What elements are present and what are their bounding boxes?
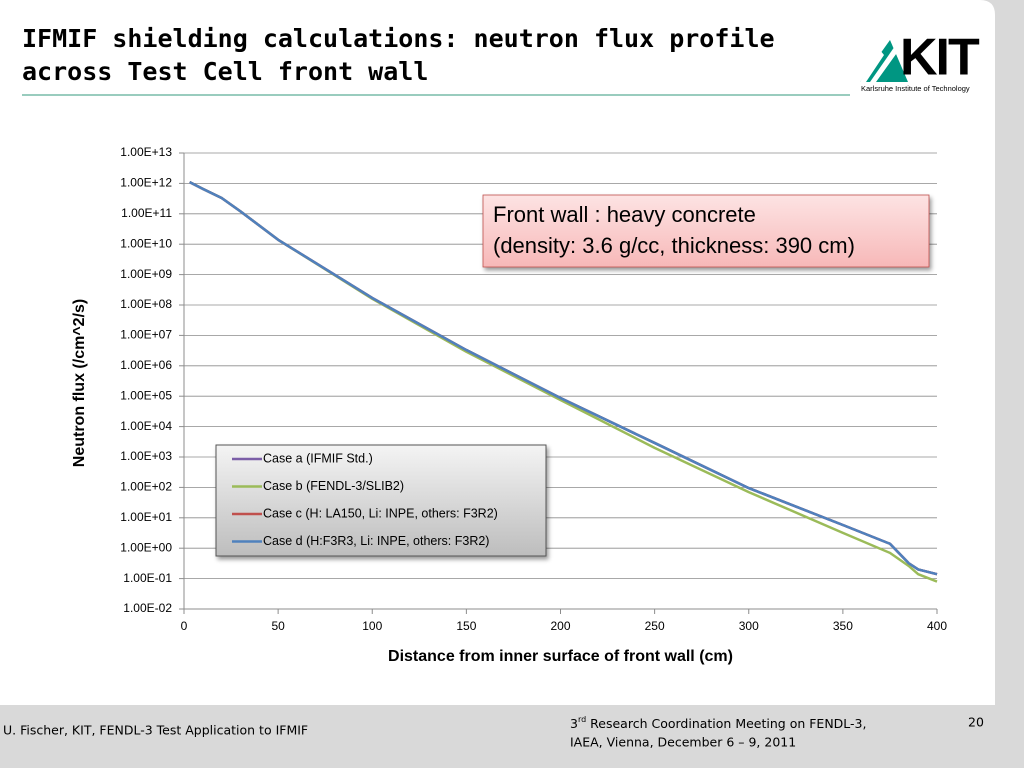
page-number: 20 bbox=[968, 715, 984, 730]
annotation-text: (density: 3.6 g/cc, thickness: 390 cm) bbox=[493, 233, 855, 258]
slide-title: IFMIF shielding calculations: neutron fl… bbox=[22, 24, 775, 53]
x-axis-title: Distance from inner surface of front wal… bbox=[388, 648, 733, 665]
x-tick-label: 150 bbox=[456, 619, 476, 633]
logo: KIT Karlsruhe Institute of Technology bbox=[860, 29, 982, 93]
annotation-box bbox=[482, 194, 930, 268]
logo-mark bbox=[860, 46, 899, 82]
x-tick-label: 0 bbox=[181, 619, 188, 633]
legend-label: Case b (FENDL-3/SLIB2) bbox=[263, 479, 404, 493]
chart: 1.00E-02 1.00E-01 1.00E+00 1.00E+01 1.00E+02… bbox=[71, 145, 947, 665]
footer-superscript: rd bbox=[578, 715, 586, 724]
footer-left: U. Fischer, KIT, FENDL-3 Test Applicatio… bbox=[3, 723, 308, 738]
y-tick-label: 1.00E+07 bbox=[120, 328, 172, 342]
y-axis-title: Neutron flux (/cm^2/s) bbox=[71, 299, 88, 467]
y-tick-label: 1.00E-01 bbox=[123, 571, 172, 585]
y-tick-label: 1.00E+03 bbox=[120, 449, 172, 463]
slide-body bbox=[0, 0, 995, 705]
y-tick-label: 1.00E+08 bbox=[120, 297, 172, 311]
y-tick-label: 1.00E-02 bbox=[123, 601, 172, 615]
annotation-text: Front wall : heavy concrete bbox=[493, 202, 756, 227]
footer-meeting: 3rd Research Coordination Meeting on FEN… bbox=[570, 715, 866, 731]
x-tick-label: 250 bbox=[645, 619, 665, 633]
y-tick-label: 1.00E+01 bbox=[120, 510, 172, 524]
x-tick-label: 300 bbox=[739, 619, 759, 633]
y-tick-label: 1.00E+11 bbox=[121, 206, 172, 220]
y-tick-label: 1.00E+06 bbox=[120, 358, 172, 372]
footer-meeting-text: Research Coordination Meeting on FENDL-3… bbox=[586, 716, 866, 731]
x-tick-label: 200 bbox=[550, 619, 570, 633]
footer-ordinal: 3 bbox=[570, 716, 578, 731]
footer-meeting-line2: IAEA, Vienna, December 6 – 9, 2011 bbox=[570, 735, 796, 750]
y-tick-label: 1.00E+09 bbox=[120, 267, 172, 281]
logo-text: KIT bbox=[900, 29, 980, 87]
legend-label: Case d (H:F3R3, Li: INPE, others: F3R2) bbox=[263, 534, 489, 548]
x-tick-label: 400 bbox=[927, 619, 947, 633]
y-tick-label: 1.00E+04 bbox=[120, 419, 172, 433]
series-line bbox=[189, 181, 938, 576]
legend-label: Case a (IFMIF Std.) bbox=[263, 451, 373, 465]
y-tick-label: 1.00E+05 bbox=[120, 388, 172, 402]
y-tick-label: 1.00E+00 bbox=[120, 540, 172, 554]
x-tick-label: 50 bbox=[271, 619, 285, 633]
legend-box bbox=[215, 444, 547, 557]
logo-subtitle: Karlsruhe Institute of Technology bbox=[861, 84, 970, 93]
y-tick-label: 1.00E+02 bbox=[120, 480, 172, 494]
x-tick-label: 100 bbox=[362, 619, 382, 633]
y-tick-label: 1.00E+10 bbox=[120, 236, 172, 250]
y-tick-label: 1.00E+13 bbox=[120, 145, 172, 159]
slide-title: across Test Cell front wall bbox=[22, 57, 428, 86]
y-tick-label: 1.00E+12 bbox=[120, 176, 172, 190]
x-tick-label: 350 bbox=[833, 619, 853, 633]
legend-label: Case c (H: LA150, Li: INPE, others: F3R2… bbox=[263, 506, 498, 520]
